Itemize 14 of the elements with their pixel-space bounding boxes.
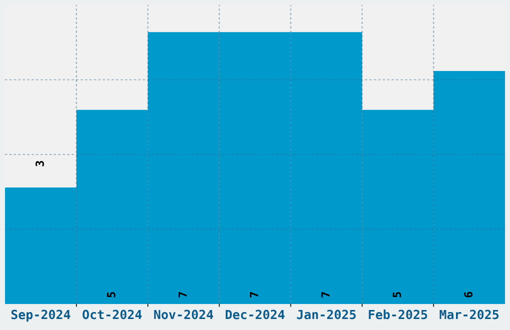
data-label: 7: [178, 292, 187, 298]
x-tick-label: Nov-2024: [154, 310, 214, 320]
data-label: 6: [464, 292, 473, 298]
data-label: 5: [107, 292, 116, 298]
data-label: 7: [250, 292, 258, 298]
x-tick-label: Dec-2024: [226, 310, 285, 320]
x-tick-label: Mar-2025: [440, 310, 499, 320]
x-tick-label: Feb-2025: [368, 310, 428, 320]
x-tick-label: Jan-2025: [296, 310, 356, 320]
data-label: 3: [36, 160, 44, 166]
x-tick-label: Oct-2024: [82, 310, 142, 320]
x-tick-label: Sep-2024: [11, 310, 70, 322]
data-label: 7: [321, 292, 330, 298]
data-label: 5: [392, 292, 402, 298]
